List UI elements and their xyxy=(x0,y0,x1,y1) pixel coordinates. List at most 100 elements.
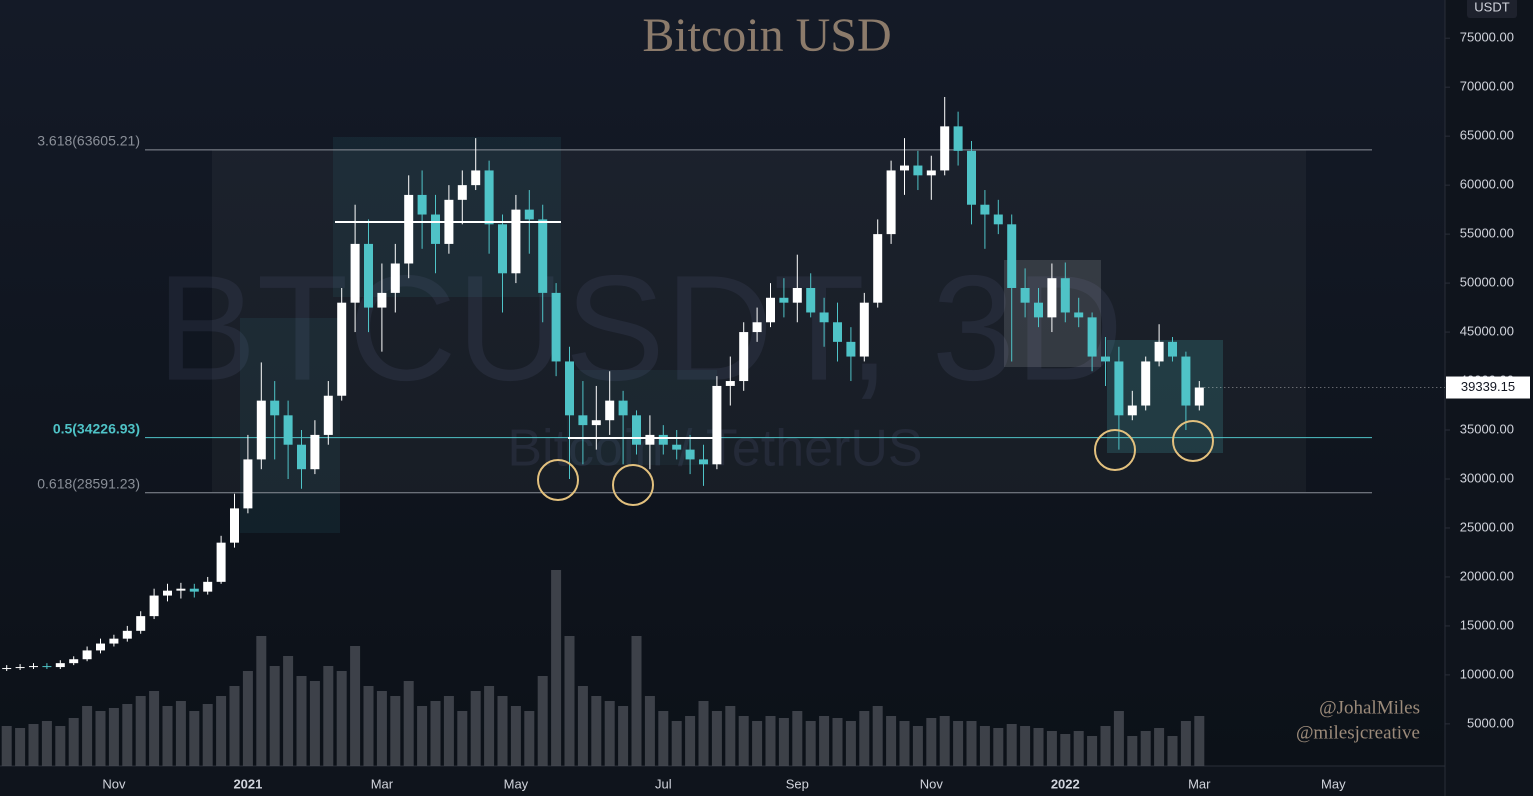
level-label: 0.618(28591.23) xyxy=(37,475,140,491)
candle-body xyxy=(940,126,950,171)
volume-bar xyxy=(1,726,12,766)
volume-bar xyxy=(403,681,414,766)
candle-body xyxy=(645,434,655,445)
volume-bar xyxy=(993,728,1004,766)
candle-body xyxy=(565,361,574,416)
levels-layer: 3.618(63605.21) 0.5(34226.93) 0.618(28591.… xyxy=(37,133,1372,494)
volume-bar xyxy=(95,711,106,766)
highlight-circle xyxy=(612,464,654,506)
candle-body xyxy=(591,420,601,426)
volume-bar xyxy=(1154,728,1165,766)
x-tick-label: Mar xyxy=(371,776,394,791)
circles xyxy=(537,420,1214,506)
y-tick-label: 75000.00 xyxy=(1460,30,1514,45)
credit: @milesjcreative xyxy=(1296,722,1420,743)
volume-bar xyxy=(1073,731,1084,766)
volume-bar xyxy=(41,721,52,766)
volume-bar xyxy=(242,671,253,766)
candle-body xyxy=(42,666,52,668)
candle-body xyxy=(766,297,775,323)
candle-body xyxy=(1114,361,1124,416)
candle-body xyxy=(163,590,172,596)
volume-bar xyxy=(792,711,803,766)
candle-body xyxy=(1074,312,1084,318)
volume-bar xyxy=(135,696,146,766)
candle-body xyxy=(297,444,306,470)
candle-body xyxy=(122,630,132,639)
volume-bar xyxy=(175,701,186,766)
candle-body xyxy=(457,185,467,200)
candle-body xyxy=(390,263,400,293)
candle-body xyxy=(230,508,239,543)
candle-body xyxy=(310,434,320,470)
volume-bar xyxy=(698,701,709,766)
last-price-label: 39339.15 xyxy=(1461,379,1515,394)
volume-bar xyxy=(484,686,495,766)
candle-body xyxy=(685,449,695,460)
candle-body xyxy=(859,302,869,357)
volume-bar xyxy=(229,686,240,766)
candle-body xyxy=(1194,387,1204,406)
volume-bar xyxy=(738,716,749,766)
volume-bar xyxy=(725,706,736,766)
volume-bar xyxy=(323,666,334,766)
volume-bar xyxy=(350,646,361,766)
y-tick-label: 15000.00 xyxy=(1460,617,1514,632)
y-tick-label: 30000.00 xyxy=(1460,470,1514,485)
candle-body xyxy=(551,292,561,362)
volume-bar xyxy=(1140,731,1151,766)
level-label: 3.618(63605.21) xyxy=(37,133,140,149)
candles-layer xyxy=(2,96,1204,671)
x-tick-label: Jul xyxy=(655,776,672,791)
candle-body xyxy=(792,287,802,303)
credit: @JohalMiles xyxy=(1319,697,1420,718)
candle-body xyxy=(524,209,534,220)
x-tick-label: May xyxy=(504,776,529,791)
volume-layer xyxy=(1,570,1205,766)
volume-bar xyxy=(1113,711,1124,766)
candle-body xyxy=(953,126,963,151)
highlight-circle xyxy=(537,459,579,501)
volume-bar xyxy=(752,721,763,766)
candle-body xyxy=(270,400,280,416)
y-tick-label: 35000.00 xyxy=(1460,421,1514,436)
y-tick-label: 50000.00 xyxy=(1460,275,1514,290)
last-price-badge xyxy=(1446,376,1530,399)
volume-bar xyxy=(1194,716,1205,766)
candle-body xyxy=(806,287,816,313)
volume-bar xyxy=(68,718,79,766)
candle-body xyxy=(833,322,842,342)
candle-body xyxy=(1141,361,1151,406)
volume-bar xyxy=(108,708,119,766)
volume-bar xyxy=(363,686,374,766)
volume-bar xyxy=(644,696,655,766)
candle-body xyxy=(658,434,668,445)
volume-bar xyxy=(1060,734,1071,766)
volume-bar xyxy=(1006,724,1017,766)
level-label: 0.5(34226.93) xyxy=(53,420,140,436)
candle-body xyxy=(846,341,856,357)
candle-body xyxy=(1168,341,1177,357)
candle-body xyxy=(967,150,976,205)
volume-bar xyxy=(564,636,575,766)
volume-bar xyxy=(778,718,789,766)
x-tick-label: May xyxy=(1321,776,1346,791)
volume-bar xyxy=(162,706,173,766)
zone-box xyxy=(567,370,717,465)
candle-body xyxy=(752,322,762,333)
x-tick-label: 2021 xyxy=(233,776,262,791)
volume-bar xyxy=(926,718,937,766)
candle-body xyxy=(256,400,266,460)
candle-body xyxy=(725,381,735,386)
y-tick-label: 10000.00 xyxy=(1460,666,1514,681)
volume-bar xyxy=(1180,721,1191,766)
volume-bar xyxy=(122,704,133,766)
candle-body xyxy=(913,165,923,176)
volume-bar xyxy=(1087,736,1098,766)
y-tick-label: 45000.00 xyxy=(1460,324,1514,339)
watermark: BTCUSDT, 3D xyxy=(157,244,1124,412)
candle-body xyxy=(819,312,829,323)
candle-body xyxy=(605,400,615,421)
candle-body xyxy=(404,194,414,264)
candle-body xyxy=(511,209,521,274)
